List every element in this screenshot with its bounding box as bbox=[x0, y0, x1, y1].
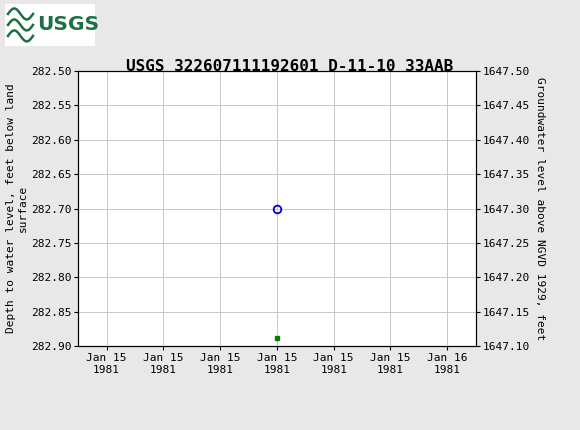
Y-axis label: Depth to water level, feet below land
surface: Depth to water level, feet below land su… bbox=[6, 84, 28, 333]
Y-axis label: Groundwater level above NGVD 1929, feet: Groundwater level above NGVD 1929, feet bbox=[535, 77, 545, 340]
FancyBboxPatch shape bbox=[5, 4, 95, 46]
Text: USGS 322607111192601 D-11-10 33AAB: USGS 322607111192601 D-11-10 33AAB bbox=[126, 59, 454, 74]
Text: USGS: USGS bbox=[37, 15, 99, 34]
